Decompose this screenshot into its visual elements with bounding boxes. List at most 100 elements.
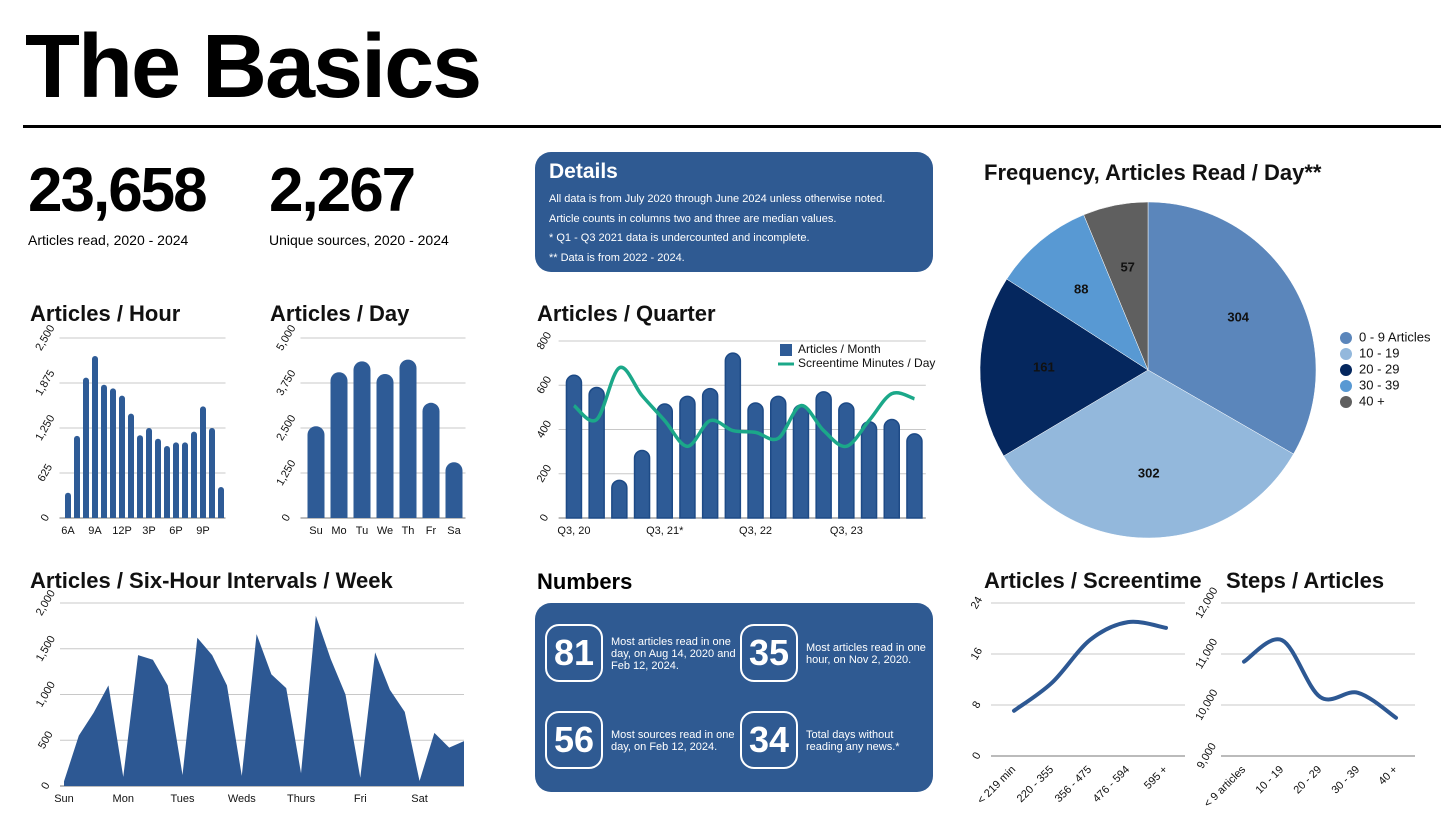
x-tick-label: 6P <box>169 525 182 537</box>
y-tick-label: 8 <box>970 699 983 710</box>
bar <box>137 435 143 518</box>
bar <box>218 487 224 518</box>
number-item: 81 Most articles read in one day, on Aug… <box>545 624 736 684</box>
x-tick-label: Q3, 23 <box>830 525 863 537</box>
x-tick-label: 40 + <box>1376 764 1400 788</box>
x-tick-label: Sa <box>447 525 461 537</box>
x-tick-label: 595 + <box>1142 764 1170 792</box>
bar <box>724 352 742 519</box>
x-tick-label: Q3, 22 <box>739 525 772 537</box>
chart-title: Articles / Hour <box>30 301 181 326</box>
x-tick-label: Thurs <box>287 793 316 805</box>
pie-slice <box>1083 201 1149 371</box>
number-value: 56 <box>545 711 603 769</box>
y-tick-label: 2,500 <box>33 323 57 353</box>
legend-label: 30 - 39 <box>1359 377 1399 392</box>
pie-slice <box>1003 369 1294 539</box>
x-tick-label: Sun <box>54 793 74 805</box>
details-line: All data is from July 2020 through June … <box>549 193 886 205</box>
chart-title: Steps / Articles <box>1226 568 1384 593</box>
data-label: 57 <box>1120 259 1134 274</box>
bar <box>191 431 197 518</box>
bar <box>679 395 696 519</box>
legend-swatch <box>1340 396 1352 408</box>
x-tick-label: Q3, 20 <box>557 525 590 537</box>
bar <box>883 418 900 519</box>
stat-value: 2,267 <box>269 156 416 225</box>
bar <box>815 391 832 519</box>
chart-title: Articles / Day <box>270 301 410 326</box>
legend-label: 40 + <box>1359 393 1385 408</box>
chart-title: Articles / Quarter <box>537 301 716 326</box>
number-text: Most articles read in one hour, on Nov 2… <box>806 642 926 666</box>
bar <box>838 402 855 519</box>
bar <box>770 395 787 519</box>
x-tick-label: < 9 articles <box>1202 763 1249 810</box>
y-tick-label: 1,875 <box>33 368 57 398</box>
data-label: 304 <box>1227 309 1249 324</box>
stat-value: 23,658 <box>28 156 208 225</box>
number-item: 35 Most articles read in one hour, on No… <box>740 624 930 684</box>
y-tick-label: 200 <box>535 463 555 485</box>
bar <box>119 395 125 518</box>
x-tick-label: 20 - 29 <box>1291 764 1324 797</box>
bar <box>611 479 628 519</box>
legend-swatch <box>1340 364 1352 376</box>
y-tick-label: 0 <box>39 512 52 523</box>
y-tick-label: 500 <box>36 729 56 751</box>
pie-slice <box>979 278 1149 457</box>
x-tick-label: Fri <box>354 793 367 805</box>
bar <box>860 421 878 519</box>
bar <box>101 384 107 518</box>
page-title: The Basics <box>25 17 482 117</box>
details-line: Article counts in columns two and three … <box>549 212 837 225</box>
y-tick-label: 1,250 <box>274 458 298 488</box>
legend-swatch <box>780 344 792 356</box>
chart-title: Frequency, Articles Read / Day** <box>984 160 1322 185</box>
y-tick-label: 0 <box>39 780 52 791</box>
line <box>1012 619 1168 713</box>
y-tick-label: 600 <box>535 374 555 396</box>
bar <box>353 361 371 518</box>
y-tick-label: 0 <box>970 750 983 761</box>
bar <box>182 442 188 518</box>
number-text: Total days without reading any news.* <box>806 729 900 753</box>
line <box>572 365 916 449</box>
y-tick-label: 5,000 <box>274 323 298 353</box>
x-tick-label: 6A <box>61 525 75 537</box>
bar <box>74 435 80 518</box>
y-tick-label: 0 <box>280 512 293 523</box>
chart-title: Articles / Six-Hour Intervals / Week <box>30 568 393 593</box>
bar <box>155 438 161 518</box>
bar <box>173 442 179 518</box>
bar <box>128 413 134 518</box>
bar <box>906 433 923 519</box>
x-tick-label: 3P <box>142 525 155 537</box>
legend-label: Screentime Minutes / Day <box>798 356 935 370</box>
numbers-box: 81 Most articles read in one day, on Aug… <box>535 603 933 792</box>
number-text: Most articles read in one day, on Aug 14… <box>611 636 736 672</box>
stat: 23,658 Articles read, 2020 - 2024 <box>28 156 208 249</box>
x-tick-label: Mon <box>113 793 134 805</box>
bar <box>330 372 348 518</box>
x-tick-label: Sat <box>411 793 428 805</box>
x-tick-label: Mo <box>331 525 346 537</box>
bar <box>200 406 206 518</box>
title-rule <box>23 125 1441 128</box>
y-tick-label: 3,750 <box>274 368 298 398</box>
x-tick-label: 30 - 39 <box>1329 764 1362 797</box>
y-tick-label: 2,500 <box>274 413 298 443</box>
x-tick-label: Weds <box>228 793 256 805</box>
bar <box>633 449 651 519</box>
number-value: 34 <box>740 711 798 769</box>
bar <box>422 402 440 518</box>
y-tick-label: 24 <box>969 595 986 612</box>
number-item: 34 Total days without reading any news.* <box>740 711 930 771</box>
details-title: Details <box>549 160 618 183</box>
x-tick-label: Tues <box>170 793 195 805</box>
y-tick-label: 16 <box>969 646 986 663</box>
pie-slice <box>1006 214 1149 371</box>
bar <box>701 387 719 519</box>
y-tick-label: 625 <box>36 462 56 484</box>
x-tick-label: 10 - 19 <box>1253 764 1286 797</box>
